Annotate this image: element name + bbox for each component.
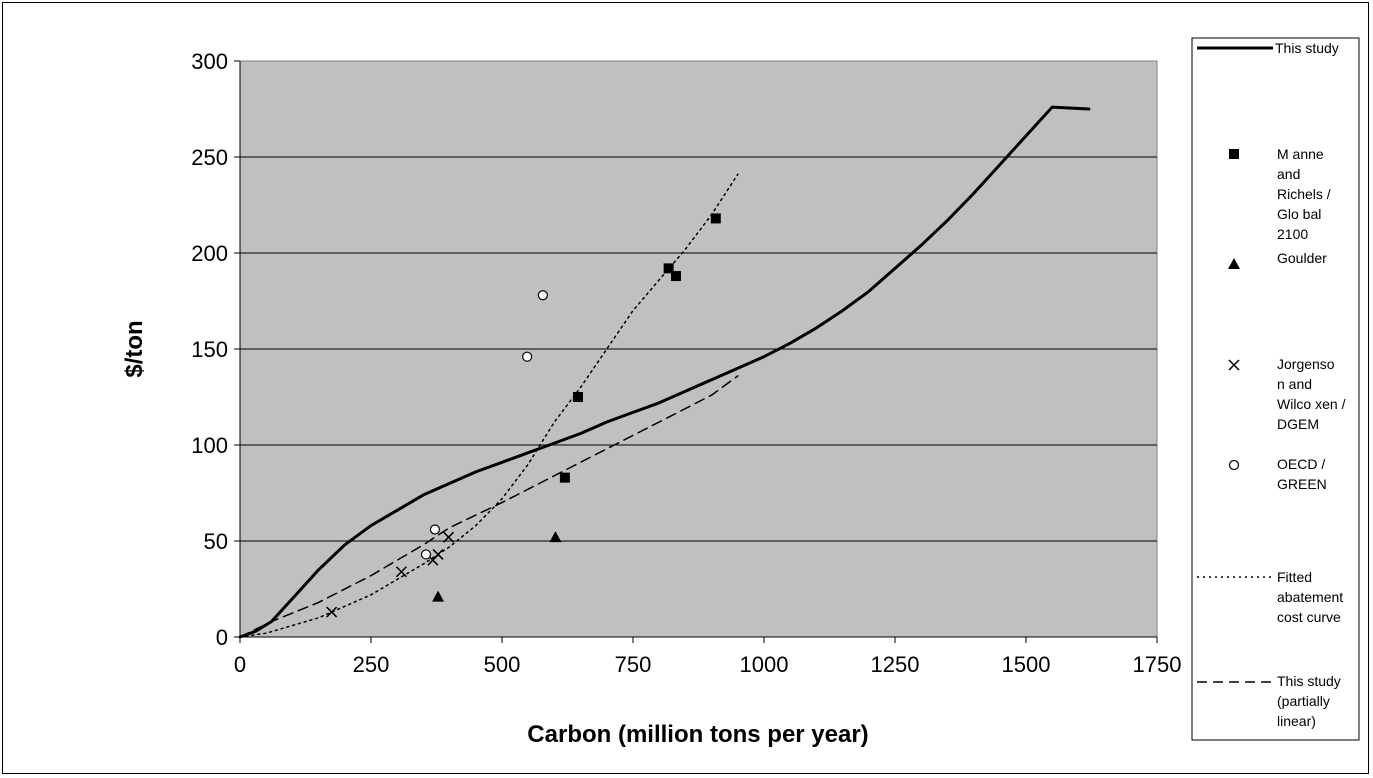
y-axis-title: $/ton — [121, 320, 148, 377]
legend-manne-line-3: Richels / — [1277, 186, 1331, 202]
legend-manne-line-1: M anne — [1277, 146, 1324, 162]
legend-partial-line-1: This study — [1277, 673, 1341, 689]
legend-this-study-label: This study — [1275, 40, 1339, 56]
gridlines — [240, 156, 1157, 542]
data-point-square — [670, 271, 681, 282]
x-tick-label: 1500 — [1002, 652, 1051, 677]
y-tick-label: 100 — [191, 433, 228, 458]
data-point-x — [326, 606, 338, 618]
axis-ticks: 0 50 100 150 200 250 300 0 250 500 750 1000 1250 1500… — [191, 49, 1181, 677]
x-tick-label: 250 — [353, 652, 390, 677]
legend-jorgenson-line-1: Jorgenso — [1277, 356, 1335, 372]
y-tick-label: 150 — [191, 337, 228, 362]
data-point-circle — [420, 549, 432, 560]
legend-goulder-symbol — [1228, 258, 1240, 269]
data-point-circle — [537, 290, 548, 301]
legend-jorgenson-line-4: DGEM — [1277, 416, 1319, 432]
legend-manne-line-4: Glo bal — [1277, 206, 1321, 222]
data-point-triangle — [549, 531, 562, 543]
data-point-circle — [522, 351, 533, 362]
y-tick-label: 300 — [191, 49, 228, 74]
data-point-square — [663, 263, 674, 274]
legend-oecd-symbol — [1228, 459, 1240, 471]
series-line-solid — [238, 105, 1091, 639]
data-point-x — [432, 548, 444, 560]
legend-manne-line-5: 2100 — [1277, 226, 1308, 242]
legend-oecd-line-1: OECD / — [1277, 456, 1325, 472]
legend-oecd-line-2: GREEN — [1277, 476, 1327, 492]
legend-fitted-line-1: Fitted — [1277, 569, 1312, 585]
series-line-dotted — [239, 173, 739, 638]
x-axis-title: Carbon (million tons per year) — [527, 721, 868, 748]
series-layer — [238, 105, 1091, 639]
data-point-x — [443, 531, 455, 543]
legend-fitted-line-2: abatement — [1277, 589, 1343, 605]
x-tick-label: 750 — [615, 652, 652, 677]
x-tick-label: 1000 — [740, 652, 789, 677]
legend-jorgenson-line-2: n and — [1277, 376, 1312, 392]
x-tick-label: 500 — [484, 652, 521, 677]
legend-partial-line-3: linear) — [1277, 713, 1316, 729]
data-point-circle — [429, 524, 441, 535]
data-point-square — [572, 392, 583, 402]
legend-manne-symbol — [1229, 149, 1239, 159]
legend-partial-line-2: (partially — [1277, 693, 1330, 709]
legend: This study M anne and Richels / Glo bal … — [1191, 37, 1360, 741]
legend-jorgenson-symbol — [1228, 359, 1240, 371]
y-tick-label: 0 — [216, 625, 228, 650]
y-tick-label: 50 — [204, 529, 228, 554]
legend-fitted-line-3: cost curve — [1277, 609, 1341, 625]
legend-goulder-label: Goulder — [1277, 250, 1327, 266]
data-point-square — [559, 472, 570, 483]
data-point-square — [710, 213, 721, 224]
x-tick-label: 0 — [234, 652, 246, 677]
legend-box — [1191, 37, 1360, 741]
x-tick-label: 1250 — [871, 652, 920, 677]
data-point-triangle — [432, 590, 445, 602]
legend-manne-line-2: and — [1277, 166, 1300, 182]
series-line-dashed — [239, 375, 739, 638]
x-tick-label: 1750 — [1133, 652, 1182, 677]
y-tick-label: 250 — [191, 145, 228, 170]
data-point-x — [395, 566, 407, 578]
y-tick-label: 200 — [191, 241, 228, 266]
legend-jorgenson-line-3: Wilco xen / — [1277, 396, 1346, 412]
